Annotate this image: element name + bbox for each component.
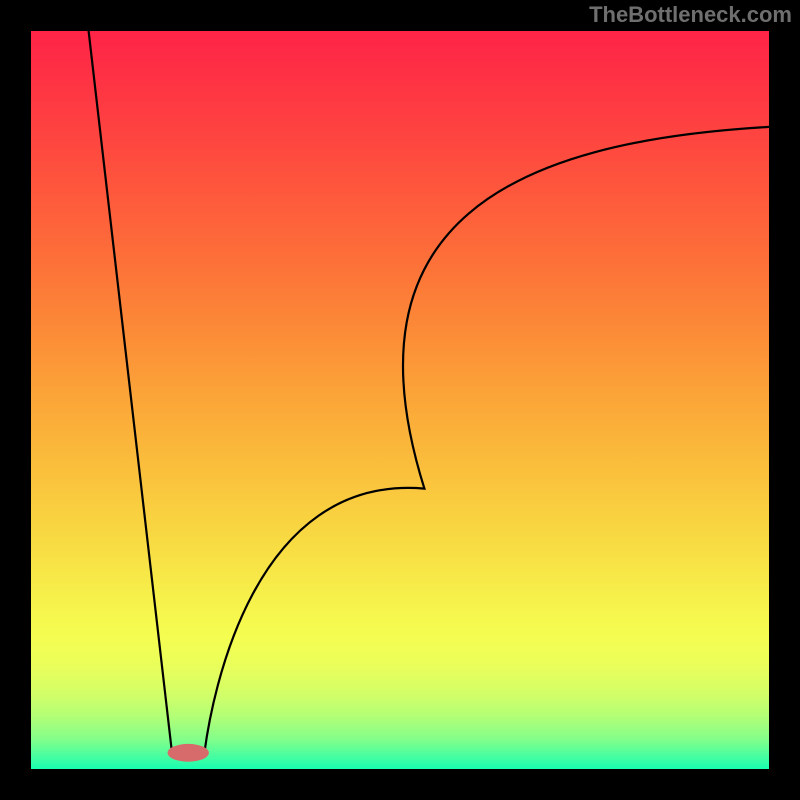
chart-container: TheBottleneck.com [0,0,800,800]
optimal-point-marker [168,744,209,762]
plot-background [31,31,769,769]
bottleneck-chart [0,0,800,800]
watermark-text: TheBottleneck.com [589,2,792,28]
